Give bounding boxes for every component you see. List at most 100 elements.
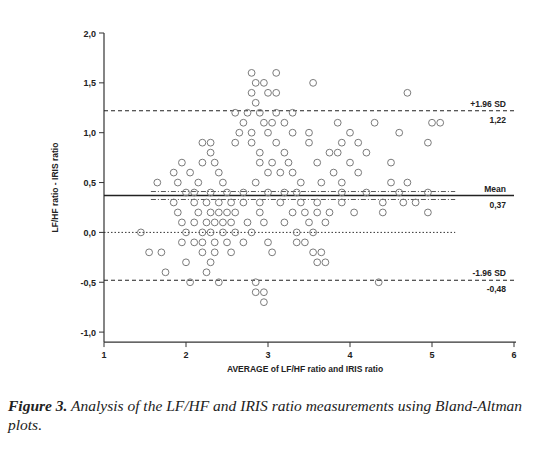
x-tick-label: 3	[265, 350, 270, 360]
data-point	[314, 209, 321, 216]
data-point	[289, 169, 296, 176]
y-tick-label: 0,0	[83, 228, 96, 238]
data-point	[314, 159, 321, 166]
data-point	[211, 239, 218, 246]
reference-line	[104, 195, 514, 197]
data-point	[248, 69, 255, 76]
data-point	[293, 239, 300, 246]
reference-value-label: 1,22	[489, 115, 506, 125]
data-point	[281, 149, 288, 156]
data-point	[318, 249, 325, 256]
data-point	[273, 139, 280, 146]
data-point	[256, 199, 263, 206]
y-axis	[103, 33, 104, 342]
data-point	[236, 129, 243, 136]
y-tick-label: -0,5	[80, 278, 96, 288]
x-tick	[350, 342, 351, 347]
data-point	[154, 179, 161, 186]
y-tick	[99, 132, 104, 133]
y-tick	[99, 182, 104, 183]
caption: Figure 3. Analysis of the LF/HF and IRIS…	[8, 396, 553, 434]
data-point	[334, 119, 341, 126]
data-point	[240, 239, 247, 246]
data-point	[199, 159, 206, 166]
data-point	[277, 199, 284, 206]
data-point	[252, 99, 259, 106]
data-point	[281, 119, 288, 126]
data-point	[302, 209, 309, 216]
data-point	[228, 199, 235, 206]
data-point	[363, 149, 370, 156]
data-point	[232, 109, 239, 116]
x-tick-label: 6	[511, 350, 516, 360]
data-point	[269, 249, 276, 256]
data-point	[199, 249, 206, 256]
data-point	[318, 179, 325, 186]
data-point	[248, 139, 255, 146]
data-point	[351, 209, 358, 216]
data-point	[252, 179, 259, 186]
data-point	[261, 299, 268, 306]
data-point	[248, 129, 255, 136]
x-tick	[514, 342, 515, 347]
x-tick	[104, 342, 105, 347]
data-point	[187, 169, 194, 176]
data-point	[195, 179, 202, 186]
data-point	[396, 129, 403, 136]
data-point	[187, 279, 194, 286]
data-point	[281, 189, 288, 196]
x-axis-label: AVERAGE of LF/HF ratio and IRIS ratio	[227, 364, 383, 374]
data-point	[388, 179, 395, 186]
data-point	[138, 229, 145, 236]
y-tick	[99, 33, 104, 34]
data-point	[256, 159, 263, 166]
data-point	[425, 209, 432, 216]
reference-line	[104, 110, 514, 111]
y-tick-label: 2,0	[83, 29, 96, 39]
data-point	[224, 189, 231, 196]
data-point	[232, 209, 239, 216]
data-point	[215, 169, 222, 176]
data-point	[429, 119, 436, 126]
mean-ci-line	[151, 191, 455, 192]
data-point	[261, 119, 268, 126]
data-point	[203, 199, 210, 206]
data-point	[195, 209, 202, 216]
data-point	[379, 209, 386, 216]
data-point	[215, 279, 222, 286]
data-point	[355, 139, 362, 146]
data-point	[314, 199, 321, 206]
data-point	[228, 219, 235, 226]
data-point	[322, 259, 329, 266]
data-point	[240, 189, 247, 196]
caption-text: Analysis of the LF/HF and IRIS ratio mea…	[8, 397, 522, 433]
data-point	[400, 199, 407, 206]
data-point	[244, 219, 251, 226]
data-point	[211, 219, 218, 226]
reference-label: Mean	[484, 184, 506, 194]
data-point	[326, 149, 333, 156]
x-tick-label: 5	[429, 350, 434, 360]
data-point	[207, 189, 214, 196]
data-point	[265, 239, 272, 246]
data-point	[199, 239, 206, 246]
data-point	[425, 139, 432, 146]
data-point	[404, 89, 411, 96]
reference-value-label: 0,37	[489, 200, 506, 210]
x-tick	[186, 342, 187, 347]
data-point	[273, 69, 280, 76]
data-point	[220, 229, 227, 236]
data-point	[207, 149, 214, 156]
data-point	[191, 199, 198, 206]
data-point	[293, 189, 300, 196]
data-point	[179, 239, 186, 246]
data-point	[170, 169, 177, 176]
data-point	[265, 89, 272, 96]
data-point	[179, 219, 186, 226]
data-point	[191, 189, 198, 196]
data-point	[289, 209, 296, 216]
data-point	[404, 179, 411, 186]
data-point	[265, 129, 272, 136]
data-point	[252, 79, 259, 86]
data-point	[314, 259, 321, 266]
